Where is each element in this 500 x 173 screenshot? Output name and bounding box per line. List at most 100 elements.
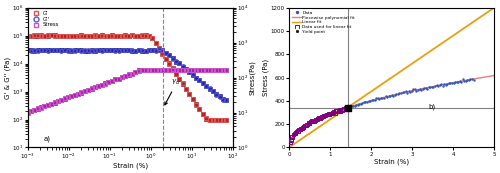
Point <box>303 122 311 125</box>
Point <box>292 132 300 134</box>
Point <box>335 109 343 112</box>
Point <box>360 101 368 104</box>
Point <box>460 80 468 83</box>
Y-axis label: Stress (Pa): Stress (Pa) <box>263 59 270 96</box>
Point <box>430 86 438 88</box>
Point <box>348 104 356 107</box>
Point <box>377 97 385 100</box>
Point <box>344 107 352 109</box>
Point <box>308 121 316 123</box>
Point <box>328 112 336 115</box>
Point <box>465 79 473 81</box>
Point <box>352 104 360 107</box>
Point <box>290 133 298 136</box>
Point <box>334 110 342 113</box>
Point <box>287 139 295 141</box>
Point <box>312 118 320 121</box>
Point <box>454 81 462 84</box>
Point <box>452 80 460 83</box>
Point <box>310 120 318 123</box>
Point <box>295 128 303 131</box>
Point <box>328 111 336 113</box>
Point <box>374 97 382 100</box>
Point <box>412 90 420 93</box>
Point <box>294 130 302 133</box>
Point <box>340 108 348 110</box>
Point <box>366 100 374 103</box>
Point <box>357 102 365 105</box>
Point <box>406 91 414 93</box>
Point <box>440 83 448 86</box>
Point <box>456 80 464 83</box>
Point <box>422 86 430 89</box>
Point <box>332 110 340 113</box>
Point <box>316 117 324 120</box>
Point <box>320 115 328 117</box>
Point <box>290 133 298 136</box>
Point <box>334 109 342 112</box>
Point <box>354 104 362 106</box>
Point <box>330 111 338 113</box>
Point <box>423 88 431 90</box>
Point <box>392 93 400 96</box>
Point <box>296 127 304 130</box>
Point <box>363 100 371 103</box>
Text: a): a) <box>44 135 51 142</box>
Point <box>288 137 296 140</box>
Point <box>349 105 357 107</box>
Point <box>342 107 349 109</box>
Point <box>384 95 392 98</box>
Point <box>425 85 433 88</box>
Point <box>303 123 311 126</box>
Point <box>410 88 418 91</box>
Point <box>304 122 312 125</box>
Point <box>372 96 380 99</box>
Point <box>466 78 474 81</box>
Point <box>298 126 306 129</box>
Point <box>312 118 320 121</box>
Point <box>306 121 314 124</box>
Point <box>388 93 396 96</box>
Point <box>411 88 419 90</box>
Point <box>330 110 338 113</box>
Point <box>298 127 306 129</box>
Point <box>416 88 424 91</box>
Point <box>450 81 458 84</box>
Point <box>446 82 454 85</box>
Point <box>338 109 346 111</box>
Point <box>417 89 425 92</box>
Point <box>370 98 378 101</box>
Point <box>403 92 411 94</box>
Point <box>339 108 347 111</box>
Point <box>304 123 312 126</box>
Point <box>364 100 372 103</box>
Point <box>308 120 316 123</box>
Point <box>325 113 333 116</box>
Point <box>445 82 453 85</box>
Point <box>306 120 314 123</box>
Point <box>296 128 304 130</box>
Point <box>448 82 456 85</box>
Point <box>432 84 440 86</box>
Point <box>431 84 439 87</box>
Point <box>459 78 467 81</box>
Point <box>286 140 294 143</box>
Y-axis label: G' & G'' (Pa): G' & G'' (Pa) <box>4 57 10 99</box>
Point <box>350 105 358 107</box>
Point <box>383 96 391 98</box>
Point <box>418 87 426 90</box>
Point <box>382 95 390 98</box>
Point <box>462 79 470 82</box>
Point <box>376 97 384 100</box>
Point <box>311 119 319 121</box>
Point <box>314 116 322 119</box>
Point <box>323 113 331 116</box>
Point <box>295 128 303 131</box>
X-axis label: Strain (%): Strain (%) <box>374 158 409 165</box>
Point <box>309 120 317 122</box>
Legend: Data, Piecewise polynomial fit, Linear fit, Data used for linear fit, Yield poin: Data, Piecewise polynomial fit, Linear f… <box>291 10 356 35</box>
Point <box>322 112 330 115</box>
Point <box>292 131 300 134</box>
Point <box>316 117 324 120</box>
Point <box>315 118 323 120</box>
